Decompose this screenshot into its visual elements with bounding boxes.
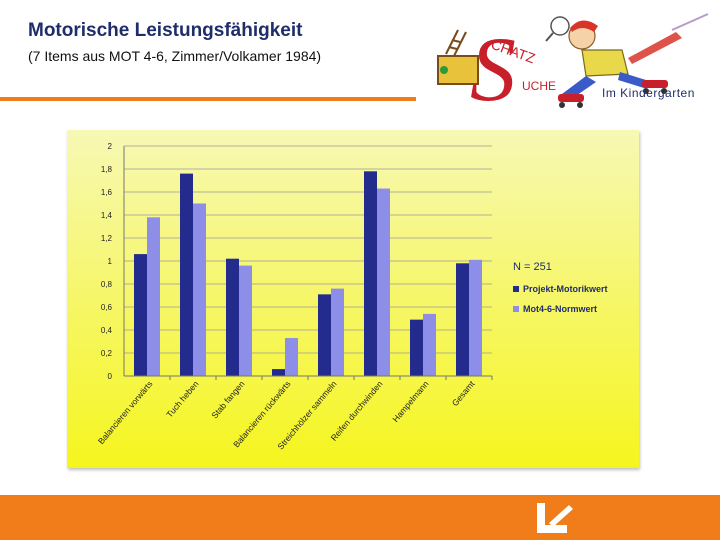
y-tick-label: 1,6 (101, 188, 113, 197)
bar-norm-4 (331, 288, 344, 376)
bar-projekt-4 (318, 294, 331, 376)
y-tick-label: 1,8 (101, 165, 113, 174)
bar-chart-panel: 0 0,2 0,4 0,6 0,8 1 1,2 1,4 1,6 1,8 2 Balancieren v… (67, 130, 639, 468)
legend-swatch (513, 286, 519, 292)
y-tick-label: 1 (108, 257, 113, 266)
bar-norm-6 (423, 313, 436, 376)
y-tick-label: 1,4 (101, 211, 113, 220)
chart-background (67, 130, 639, 468)
bar-projekt-6 (410, 319, 423, 376)
y-tick-label: 0 (108, 372, 113, 381)
legend-label: Mot4-6-Normwert (523, 304, 597, 314)
bar-projekt-1 (180, 173, 193, 376)
mascot-figure (545, 13, 709, 108)
bar-projekt-2 (226, 258, 239, 376)
page-title: Motorische Leistungsfähigkeit (28, 20, 303, 41)
treasure-hunt-mascot-logo: S CHATZ UCHE (437, 13, 709, 114)
sandbox-icon (437, 29, 479, 85)
bar-norm-2 (239, 265, 252, 376)
bar-projekt-7 (456, 263, 469, 376)
bar-norm-0 (147, 217, 160, 376)
logo-letters-uche: UCHE (522, 79, 556, 93)
footer-bar (0, 495, 720, 540)
bar-norm-7 (469, 259, 482, 376)
y-tick-label: 0,4 (101, 326, 113, 335)
bar-projekt-5 (364, 171, 377, 376)
page-subtitle: (7 Items aus MOT 4-6, Zimmer/Volkamer 19… (28, 48, 322, 64)
bar-norm-1 (193, 203, 206, 376)
brand-arrow-logo (537, 503, 573, 533)
logo-letter-s: S (470, 18, 516, 114)
y-tick-label: 2 (108, 142, 113, 151)
legend-label: Projekt-Motorikwert (523, 284, 608, 294)
bar-norm-3 (285, 338, 298, 376)
y-tick-label: 0,2 (101, 349, 113, 358)
y-tick-label: 0,6 (101, 303, 113, 312)
bar-projekt-0 (134, 254, 147, 376)
bar-norm-5 (377, 188, 390, 376)
legend-title: N = 251 (513, 261, 552, 273)
title-underline (0, 97, 416, 101)
legend-swatch (513, 306, 519, 312)
bar-projekt-3 (272, 369, 285, 376)
y-tick-label: 0,8 (101, 280, 113, 289)
y-tick-label: 1,2 (101, 234, 113, 243)
logo-caption: Im Kindergarten (602, 86, 695, 100)
